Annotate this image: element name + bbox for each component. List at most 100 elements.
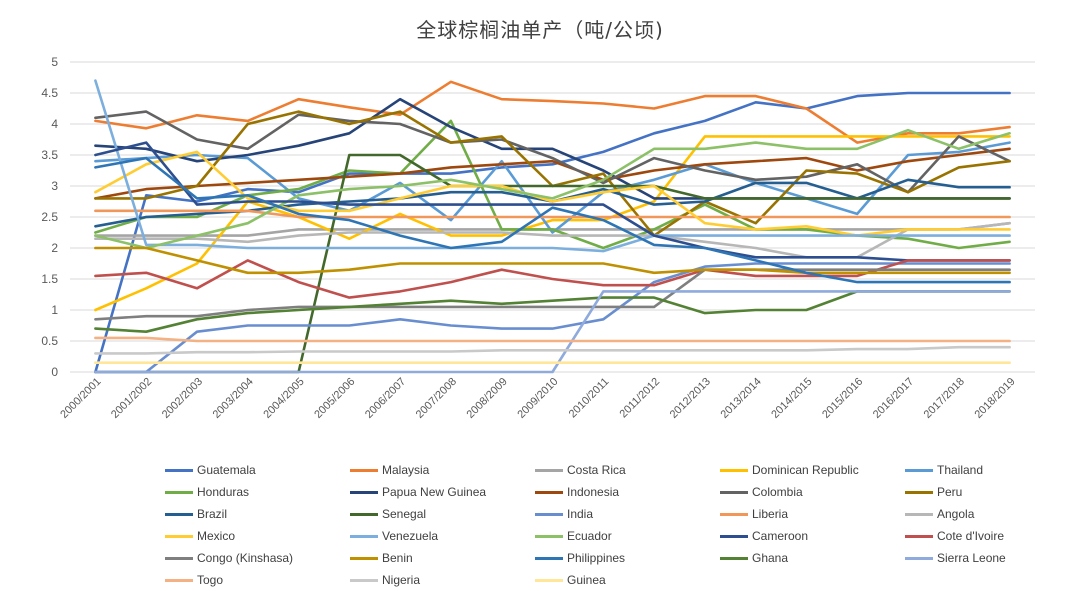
legend-swatch: [535, 534, 563, 538]
legend-swatch: [720, 556, 748, 560]
legend-swatch: [535, 512, 563, 516]
legend-item: Honduras: [165, 482, 249, 502]
legend-item: Papua New Guinea: [350, 482, 486, 502]
legend-label: Liberia: [752, 507, 789, 521]
y-tick-label: 0: [51, 365, 58, 379]
legend-swatch: [350, 556, 378, 560]
legend-swatch: [720, 490, 748, 494]
x-tick-label: 2014/2015: [769, 376, 814, 421]
x-tick-label: 2000/2001: [58, 376, 103, 421]
legend-swatch: [535, 578, 563, 582]
y-tick-label: 5: [51, 55, 58, 69]
y-tick-labels: 0 0.5 1 1.5 2 2.5 3 3.5 4 4.5 5: [41, 55, 58, 379]
legend-swatch: [350, 534, 378, 538]
legend-item: Thailand: [905, 460, 983, 480]
legend-label: Brazil: [197, 507, 228, 521]
series-line-18: [94, 141, 1011, 262]
series-line-7: [94, 147, 1011, 200]
legend-label: India: [567, 507, 594, 521]
series-line-12: [94, 262, 1011, 374]
legend-swatch: [350, 512, 378, 516]
x-tick-labels: 2000/2001 2001/2002 2002/2003 2003/2004 2004…: [58, 376, 1017, 421]
legend-label: Guinea: [567, 573, 606, 587]
legend-label: Honduras: [197, 485, 250, 499]
legend-swatch: [350, 578, 378, 582]
legend-item: Angola: [905, 504, 974, 524]
y-tick-label: 1.5: [41, 272, 58, 286]
x-tick-label: 2018/2019: [972, 376, 1017, 421]
x-tick-label: 2012/2013: [668, 376, 713, 421]
legend-label: Costa Rica: [567, 463, 626, 477]
legend-item: India: [535, 504, 593, 524]
y-tick-label: 1: [51, 303, 58, 317]
series-line-16: [94, 79, 1011, 253]
series-line-20: [94, 268, 1011, 321]
legend-label: Congo (Kinshasa): [197, 551, 294, 565]
legend-label: Benin: [382, 551, 413, 565]
x-tick-label: 2004/2005: [261, 376, 306, 421]
series-line-26: [94, 345, 1011, 355]
legend-swatch: [905, 556, 933, 560]
legend-item: Ghana: [720, 548, 788, 568]
x-tick-label: 2013/2014: [719, 376, 764, 421]
legend-item: Philippines: [535, 548, 625, 568]
legend-label: Senegal: [382, 507, 427, 521]
legend-swatch: [165, 556, 193, 560]
x-tick-label: 2010/2011: [567, 376, 612, 421]
legend-item: Benin: [350, 548, 413, 568]
x-tick-label: 2005/2006: [312, 376, 357, 421]
legend-swatch: [165, 512, 193, 516]
y-tick-label: 3.5: [41, 148, 58, 162]
legend-item: Sierra Leone: [905, 548, 1006, 568]
legend-item: Costa Rica: [535, 460, 626, 480]
legend-item: Malaysia: [350, 460, 429, 480]
legend-label: Cameroon: [752, 529, 809, 543]
x-tick-label: 2001/2002: [109, 376, 154, 421]
y-tick-label: 4: [51, 117, 58, 131]
x-tick-label: 2006/2007: [363, 376, 408, 421]
x-tick-label: 2011/2012: [618, 376, 663, 421]
legend-swatch: [720, 512, 748, 516]
legend-swatch: [165, 468, 193, 472]
legend-label: Indonesia: [567, 485, 620, 499]
legend-swatch: [535, 490, 563, 494]
y-tick-label: 0.5: [41, 334, 58, 348]
legend-swatch: [905, 490, 933, 494]
series-line-22: [94, 156, 1011, 284]
x-tick-label: 2017/2018: [922, 376, 967, 421]
legend-label: Philippines: [567, 551, 626, 565]
legend-swatch: [905, 512, 933, 516]
legend-label: Venezuela: [382, 529, 439, 543]
legend-item: Ecuador: [535, 526, 612, 546]
legend-swatch: [905, 468, 933, 472]
legend-label: Angola: [937, 507, 975, 521]
legend-label: Malaysia: [382, 463, 430, 477]
legend-swatch: [720, 468, 748, 472]
series-line-17: [94, 128, 1011, 250]
legend-item: Nigeria: [350, 570, 420, 590]
series-line-13: [94, 209, 1011, 219]
x-tick-label: 2007/2008: [414, 376, 459, 421]
legend-item: Venezuela: [350, 526, 438, 546]
legend-swatch: [350, 468, 378, 472]
legend-item: Congo (Kinshasa): [165, 548, 293, 568]
legend-swatch: [535, 556, 563, 560]
chart-title: 全球棕榈油单产（吨/公顷): [416, 18, 664, 42]
legend-item: Peru: [905, 482, 962, 502]
series-line-8: [94, 110, 1011, 194]
legend-swatch: [165, 578, 193, 582]
legend-label: Peru: [937, 485, 963, 499]
legend-swatch: [535, 468, 563, 472]
series-line-19: [94, 259, 1011, 299]
series-line-25: [94, 336, 1011, 343]
series-line-1: [94, 80, 1011, 144]
y-tick-label: 2.5: [41, 210, 58, 224]
legend-item: Cameroon: [720, 526, 808, 546]
legend-label: Thailand: [937, 463, 984, 477]
x-tick-label: 2002/2003: [160, 376, 205, 421]
y-tick-label: 2: [51, 241, 58, 255]
legend-label: Togo: [197, 573, 224, 587]
legend-item: Guatemala: [165, 460, 256, 480]
legend-item: Indonesia: [535, 482, 619, 502]
